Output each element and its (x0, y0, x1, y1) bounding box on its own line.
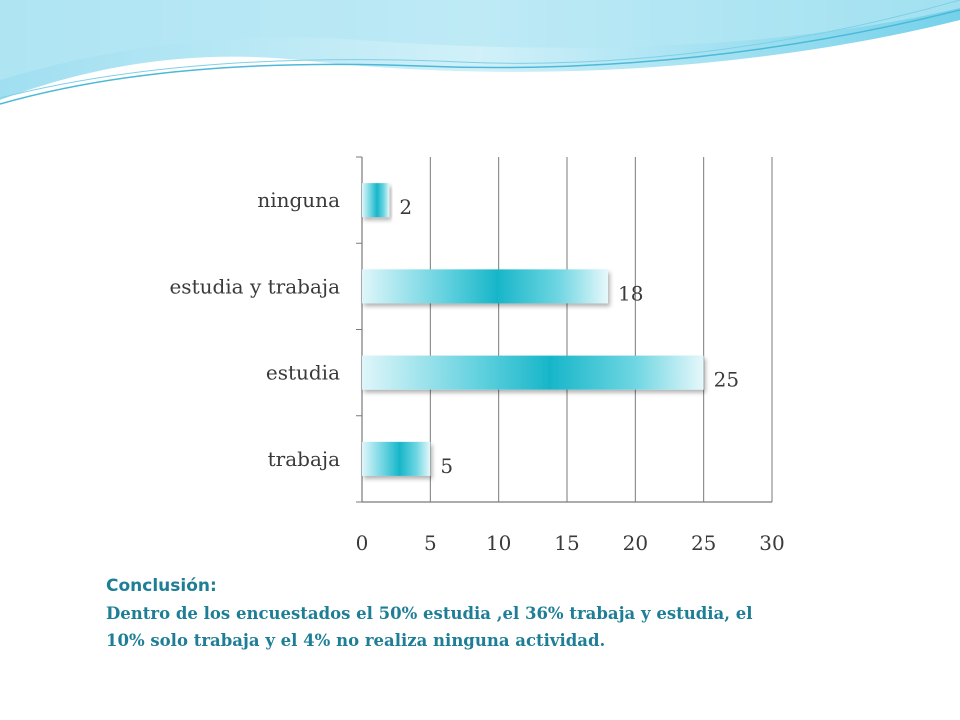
x-tick-label: 30 (759, 531, 784, 555)
bar (362, 269, 608, 304)
bar (362, 183, 390, 218)
conclusion-text: Dentro de los encuestados el 50% estudia… (106, 604, 753, 650)
conclusion-title: Conclusión: (106, 576, 217, 596)
x-tick-label: 10 (486, 531, 511, 555)
data-label: 2 (399, 195, 412, 219)
x-tick-label: 15 (554, 531, 579, 555)
data-label: 25 (714, 368, 739, 392)
header-wave-decoration (0, 0, 960, 105)
x-tick-label: 25 (691, 531, 716, 555)
conclusion-block: Conclusión: Dentro de los encuestados el… (106, 576, 786, 654)
x-tick-label: 5 (424, 531, 437, 555)
data-label: 5 (440, 454, 453, 478)
data-label: 18 (618, 281, 643, 305)
x-tick-label: 20 (623, 531, 648, 555)
category-label: ninguna (257, 188, 340, 212)
x-tick-label: 0 (356, 531, 369, 555)
category-label: trabaja (268, 447, 340, 471)
category-label: estudia (266, 361, 340, 385)
bar (362, 441, 431, 476)
bar (362, 355, 704, 390)
category-label: estudia y trabaja (169, 274, 340, 298)
